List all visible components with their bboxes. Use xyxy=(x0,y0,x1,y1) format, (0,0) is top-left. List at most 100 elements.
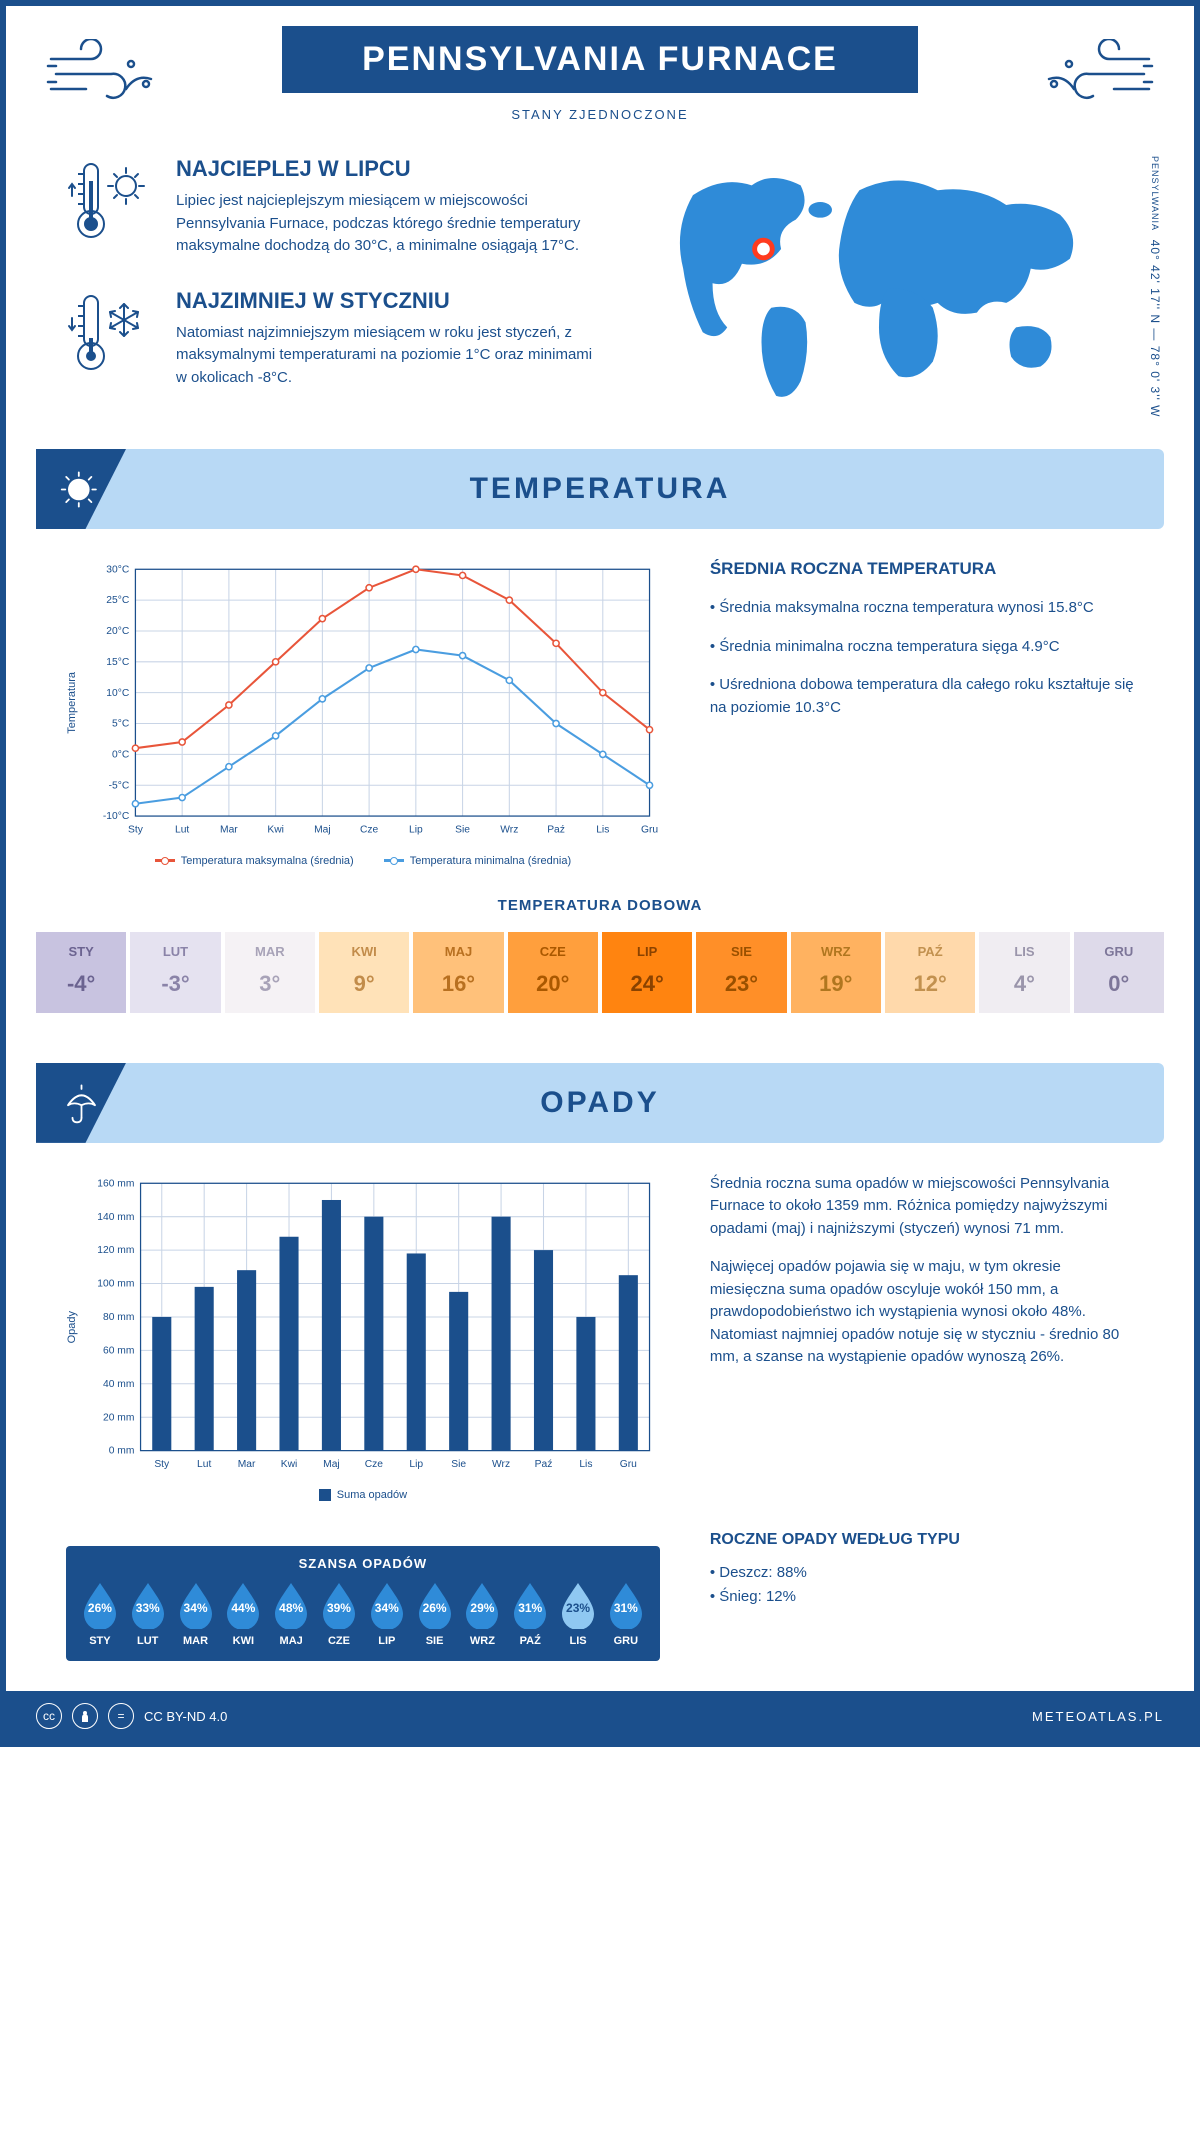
daily-temp-cell: PAŹ12° xyxy=(885,932,975,1013)
svg-text:Sie: Sie xyxy=(455,825,470,836)
chance-drop-cell: 29% WRZ xyxy=(459,1581,507,1647)
precip-legend-label: Suma opadów xyxy=(337,1489,407,1501)
avg-temp-bullet: Średnia maksymalna roczna temperatura wy… xyxy=(710,597,1134,620)
svg-text:0°C: 0°C xyxy=(112,749,130,760)
temperature-side-text: ŚREDNIA ROCZNA TEMPERATURA Średnia maksy… xyxy=(710,559,1134,867)
chance-drop-cell: 26% STY xyxy=(76,1581,124,1647)
daily-temp-cell: KWI9° xyxy=(319,932,409,1013)
footer-license: cc = CC BY-ND 4.0 xyxy=(36,1703,227,1729)
infographic-page: PENNSYLVANIA FURNACE STANY ZJEDNOCZONE xyxy=(0,0,1200,1747)
svg-text:-5°C: -5°C xyxy=(109,780,130,791)
daily-temp-cell: LIS4° xyxy=(979,932,1069,1013)
svg-text:20 mm: 20 mm xyxy=(103,1412,134,1423)
svg-text:25°C: 25°C xyxy=(106,595,130,606)
temperature-content: Temperatura -10°C -5°C 0°C 5°C 10°C 15°C 20°C 2… xyxy=(6,549,1194,897)
avg-temp-bullet: Średnia minimalna roczna temperatura się… xyxy=(710,636,1134,659)
svg-text:Sty: Sty xyxy=(128,825,144,836)
header-center: PENNSYLVANIA FURNACE STANY ZJEDNOCZONE xyxy=(166,26,1034,126)
svg-text:100 mm: 100 mm xyxy=(97,1279,134,1290)
coldest-text: Natomiast najzimniejszym miesiącem w rok… xyxy=(176,322,604,390)
chance-drop-cell: 39% CZE xyxy=(315,1581,363,1647)
coordinates-label: PENSYLWANIA 40° 42' 17'' N — 78° 0' 3'' … xyxy=(1145,156,1164,417)
precip-legend: Suma opadów xyxy=(66,1489,660,1501)
svg-text:120 mm: 120 mm xyxy=(97,1245,134,1256)
warmest-heading: NAJCIEPLEJ W LIPCU xyxy=(176,156,604,182)
precip-side-text: Średnia roczna suma opadów w miejscowośc… xyxy=(710,1173,1134,1501)
svg-text:Gru: Gru xyxy=(620,1459,637,1470)
svg-text:5°C: 5°C xyxy=(112,719,130,730)
daily-temperature-table: TEMPERATURA DOBOWA STY-4°LUT-3°MAR3°KWI9… xyxy=(6,897,1194,1043)
yearly-type-heading: ROCZNE OPADY WEDŁUG TYPU xyxy=(710,1531,1134,1549)
daily-temp-cell: LIP24° xyxy=(602,932,692,1013)
precip-y-axis-label: Opady xyxy=(66,1311,78,1343)
svg-text:Wrz: Wrz xyxy=(500,825,518,836)
chance-drop-cell: 26% SIE xyxy=(411,1581,459,1647)
svg-text:Cze: Cze xyxy=(360,825,379,836)
daily-temp-cell: STY-4° xyxy=(36,932,126,1013)
warmest-block: NAJCIEPLEJ W LIPCU Lipiec jest najcieple… xyxy=(66,156,604,258)
avg-temp-heading: ŚREDNIA ROCZNA TEMPERATURA xyxy=(710,559,1134,579)
svg-text:Lip: Lip xyxy=(409,1459,423,1470)
thermometer-sun-icon xyxy=(66,156,156,258)
daily-temp-cell: WRZ19° xyxy=(791,932,881,1013)
daily-temp-cell: LUT-3° xyxy=(130,932,220,1013)
svg-text:160 mm: 160 mm xyxy=(97,1178,134,1189)
precip-paragraph: Najwięcej opadów pojawia się w maju, w t… xyxy=(710,1256,1134,1369)
svg-text:40 mm: 40 mm xyxy=(103,1379,134,1390)
svg-text:-10°C: -10°C xyxy=(103,811,130,822)
daily-temp-cell: MAR3° xyxy=(225,932,315,1013)
license-text: CC BY-ND 4.0 xyxy=(144,1709,227,1724)
temp-y-axis-label: Temperatura xyxy=(66,672,78,734)
svg-text:60 mm: 60 mm xyxy=(103,1345,134,1356)
footer: cc = CC BY-ND 4.0 METEOATLAS.PL xyxy=(6,1691,1194,1741)
chance-drop-cell: 34% LIP xyxy=(363,1581,411,1647)
svg-text:Paź: Paź xyxy=(547,825,565,836)
intro-row: NAJCIEPLEJ W LIPCU Lipiec jest najcieple… xyxy=(6,126,1194,429)
yearly-type-lines: • Deszcz: 88%• Śnieg: 12% xyxy=(710,1561,1134,1609)
precip-bar-chart: 0 mm 20 mm 40 mm 60 mm 80 mm 100 mm 120 mm 140 … xyxy=(84,1173,660,1481)
nd-icon: = xyxy=(108,1703,134,1729)
intro-text-column: NAJCIEPLEJ W LIPCU Lipiec jest najcieple… xyxy=(66,156,604,419)
svg-text:Mar: Mar xyxy=(238,1459,256,1470)
svg-text:15°C: 15°C xyxy=(106,657,130,668)
svg-text:Lis: Lis xyxy=(596,825,609,836)
svg-text:Lut: Lut xyxy=(197,1459,211,1470)
temperature-title: TEMPERATURA xyxy=(36,472,1164,506)
svg-text:Lip: Lip xyxy=(409,825,423,836)
cc-icon: cc xyxy=(36,1703,62,1729)
daily-temp-cell: CZE20° xyxy=(508,932,598,1013)
svg-text:Sie: Sie xyxy=(451,1459,466,1470)
svg-text:80 mm: 80 mm xyxy=(103,1312,134,1323)
by-icon xyxy=(72,1703,98,1729)
warmest-text: Lipiec jest najcieplejszym miesiącem w m… xyxy=(176,190,604,258)
thermometer-snow-icon xyxy=(66,288,156,390)
svg-text:140 mm: 140 mm xyxy=(97,1212,134,1223)
svg-text:Kwi: Kwi xyxy=(281,1459,298,1470)
svg-text:Wrz: Wrz xyxy=(492,1459,510,1470)
map-column: PENSYLWANIA 40° 42' 17'' N — 78° 0' 3'' … xyxy=(644,156,1134,419)
svg-text:Cze: Cze xyxy=(365,1459,384,1470)
chance-drop-cell: 34% MAR xyxy=(172,1581,220,1647)
drops-row: 26% STY 33% LUT 34% MAR 44% KWI 48% MAJ xyxy=(76,1581,650,1647)
wind-icon-right xyxy=(1034,39,1154,114)
precip-bottom-row: SZANSA OPADÓW 26% STY 33% LUT 34% MAR 44… xyxy=(6,1531,1194,1691)
svg-text:0 mm: 0 mm xyxy=(109,1446,135,1457)
temperature-section-header: TEMPERATURA xyxy=(36,449,1164,529)
daily-temp-cell: SIE23° xyxy=(696,932,786,1013)
page-title: PENNSYLVANIA FURNACE xyxy=(282,26,918,93)
svg-text:10°C: 10°C xyxy=(106,688,130,699)
chance-drop-cell: 23% LIS xyxy=(554,1581,602,1647)
header: PENNSYLVANIA FURNACE STANY ZJEDNOCZONE xyxy=(6,6,1194,126)
yearly-precip-type: ROCZNE OPADY WEDŁUG TYPU • Deszcz: 88%• … xyxy=(710,1531,1134,1661)
world-map-icon xyxy=(644,156,1134,411)
temperature-legend: Temperatura maksymalna (średnia)Temperat… xyxy=(66,855,660,867)
svg-text:20°C: 20°C xyxy=(106,626,130,637)
daily-temp-cell: MAJ16° xyxy=(413,932,503,1013)
daily-temp-heading: TEMPERATURA DOBOWA xyxy=(36,897,1164,914)
svg-text:Gru: Gru xyxy=(641,825,658,836)
svg-text:Mar: Mar xyxy=(220,825,238,836)
svg-text:Kwi: Kwi xyxy=(267,825,284,836)
wind-icon-left xyxy=(46,39,166,114)
temperature-chart-wrap: Temperatura -10°C -5°C 0°C 5°C 10°C 15°C 20°C 2… xyxy=(66,559,660,867)
precip-title: OPADY xyxy=(36,1086,1164,1120)
